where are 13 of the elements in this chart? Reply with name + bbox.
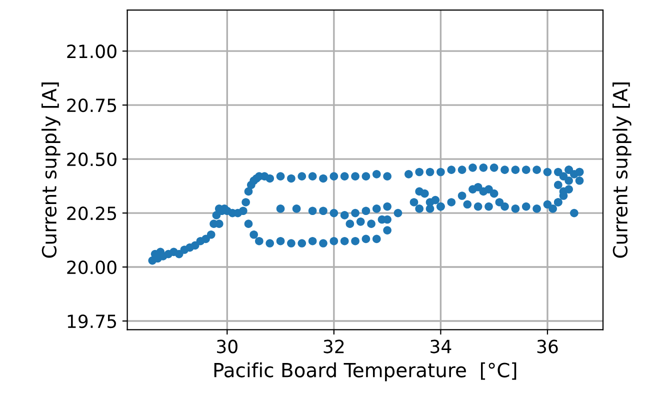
x-tick-label: 30	[217, 340, 238, 354]
y-tick-label: 19.75	[68, 314, 116, 328]
x-axis-title: Pacific Board Temperature [°C]	[214, 362, 516, 382]
y-tick-label: 20.00	[67, 260, 116, 274]
y-axis-title: Current supply [A]	[42, 82, 60, 258]
x-tick-label: 32	[324, 340, 344, 354]
y-tick-label: 20.50	[67, 152, 116, 166]
y-tick-label: 20.75	[67, 98, 116, 112]
x-tick-label: 34	[430, 340, 452, 354]
y-tick-label: 20.25	[67, 206, 116, 220]
y-tick-label: 21.00	[67, 44, 116, 58]
text: Current supply [A]	[612, 82, 632, 258]
x-tick-label: 36	[537, 340, 558, 354]
